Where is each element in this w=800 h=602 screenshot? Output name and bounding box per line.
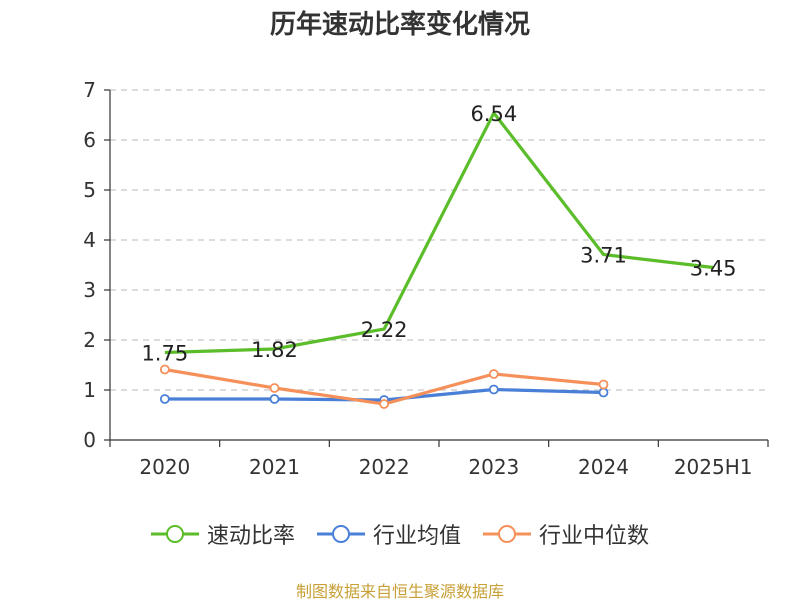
series-lines: [159, 111, 714, 409]
chart-title: 历年速动比率变化情况: [269, 10, 530, 40]
legend-swatch-quick-ratio: [150, 525, 199, 543]
y-tick-label: 4: [83, 228, 96, 252]
data-label: 1.82: [251, 338, 298, 362]
legend: 速动比率 行业均值 行业中位数: [0, 518, 800, 550]
y-tick-label: 3: [83, 278, 96, 302]
series-point-1: [488, 384, 499, 395]
data-label: 6.54: [470, 102, 517, 126]
y-tick-label: 6: [83, 128, 96, 152]
source-note: 制图数据来自恒生聚源数据库: [295, 582, 504, 601]
data-label: 3.45: [690, 257, 737, 281]
series-point-2: [488, 369, 499, 379]
data-label: 1.75: [141, 342, 188, 366]
x-tick-label: 2022: [359, 455, 410, 479]
series-point-1: [598, 387, 609, 398]
series-point-2: [598, 379, 609, 390]
y-tick-label: 5: [83, 178, 96, 202]
legend-item-industry-median[interactable]: 行业中位数: [483, 518, 649, 550]
x-tick-label: 2021: [249, 455, 300, 479]
y-tick-label: 1: [83, 378, 96, 402]
data-label: 2.22: [361, 318, 408, 342]
x-tick-label: 2020: [139, 455, 190, 479]
series-point-1: [159, 394, 170, 404]
legend-label-quick-ratio: 速动比率: [206, 524, 295, 549]
data-label: 3.71: [580, 244, 627, 268]
legend-label-industry-mean: 行业均值: [372, 524, 461, 549]
series-point-2: [379, 399, 390, 409]
data-labels: 1.75 1.82 2.22 6.54 3.71 3.45: [141, 102, 736, 366]
x-tick-label: 2023: [468, 455, 519, 479]
series-point-1: [269, 394, 280, 404]
legend-item-quick-ratio[interactable]: 速动比率: [150, 518, 295, 550]
gridlines: [110, 89, 768, 391]
legend-swatch-industry-mean: [316, 525, 365, 543]
series-point-2: [269, 383, 280, 393]
series-point-2: [159, 364, 170, 375]
series-line-0: [164, 111, 714, 355]
legend-label-industry-median: 行业中位数: [539, 524, 650, 549]
legend-swatch-industry-median: [483, 525, 531, 543]
x-tick-label: 2024: [578, 455, 629, 479]
x-tick-label: 2025H1: [674, 455, 753, 479]
axes: 0 1 2 3 4 5 6 7 2020 2021 2022 2023 2024 2025H1: [83, 78, 769, 479]
y-tick-label: 0: [83, 428, 96, 452]
y-tick-label: 2: [83, 328, 96, 352]
y-tick-label: 7: [83, 78, 96, 102]
legend-item-industry-mean[interactable]: 行业均值: [316, 518, 461, 550]
